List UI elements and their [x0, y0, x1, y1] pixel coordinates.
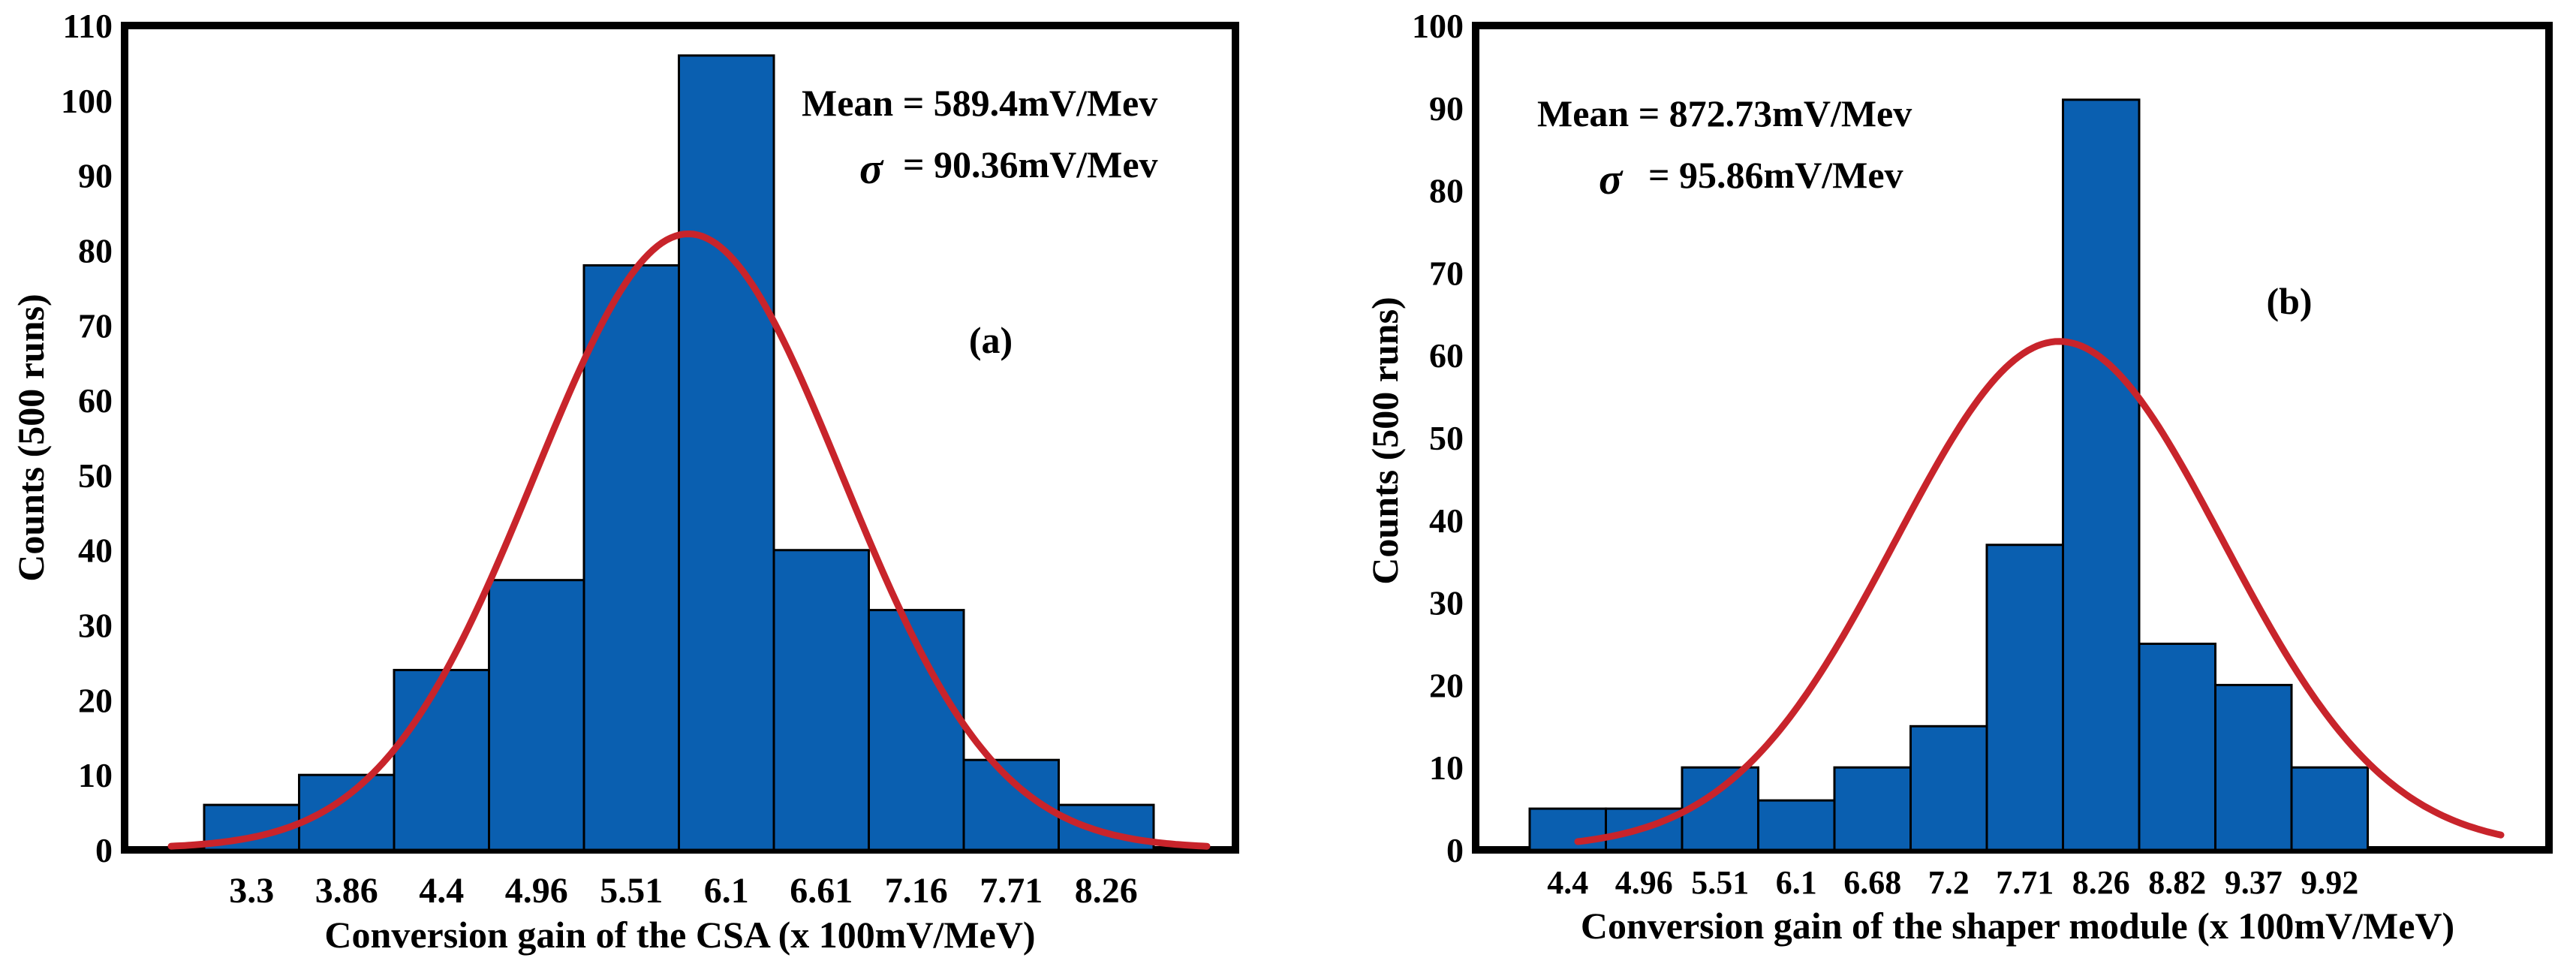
bars-group-b [1528, 98, 2369, 851]
y-tick-label: 30 [1429, 584, 1464, 622]
y-tick-label: 60 [78, 381, 113, 420]
x-tick-label: 7.71 [1996, 864, 2054, 901]
gaussian-fit-curve-a [167, 230, 1211, 850]
x-tick-label: 6.1 [1776, 864, 1817, 901]
bar-7.71 [1985, 544, 2064, 851]
y-ticks-b: 0 10 20 30 40 50 60 70 80 90 100 [1412, 7, 1464, 869]
x-tick-label: 4.4 [419, 871, 464, 911]
bar-9.37 [2214, 683, 2293, 851]
x-tick-label: 7.71 [980, 871, 1043, 911]
chart-panel-b: 0 10 20 30 40 50 60 70 80 90 100 4.4 4.96 5.51 6.1 6.6… [1364, 7, 2553, 947]
x-tick-label: 8.26 [1075, 871, 1138, 911]
y-tick-label: 60 [1429, 336, 1464, 375]
x-tick-label: 3.86 [315, 871, 378, 911]
x-tick-label: 4.96 [1615, 864, 1673, 901]
sigma-annotation-a: = 90.36mV/Mev [903, 143, 1158, 185]
y-tick-label: 70 [1429, 254, 1464, 292]
y-tick-label: 80 [1429, 172, 1464, 210]
y-tick-label: 50 [1429, 419, 1464, 457]
bar-3.86 [298, 773, 396, 851]
y-tick-label: 90 [78, 157, 113, 195]
y-axis-label-b: Counts (500 runs) [1364, 297, 1406, 584]
y-tick-label: 50 [78, 456, 113, 495]
x-tick-label: 8.26 [2072, 864, 2130, 901]
x-tick-label: 8.82 [2148, 864, 2206, 901]
sigma-symbol-a: σ [859, 144, 884, 193]
bar-6.1 [1757, 799, 1836, 851]
y-tick-label: 40 [1429, 502, 1464, 540]
bar-6.1 [678, 54, 775, 851]
mean-annotation-b: Mean = 872.73mV/Mev [1537, 92, 1912, 134]
bars-group-a [203, 54, 1155, 851]
x-tick-label: 7.2 [1928, 864, 1970, 901]
x-tick-label: 4.96 [505, 871, 568, 911]
x-tick-label: 7.16 [885, 871, 948, 911]
y-ticks-a: 0 10 20 30 40 50 60 70 80 90 100 110 [61, 7, 113, 869]
x-axis-label-a: Conversion gain of the CSA (x 100mV/MeV) [324, 914, 1035, 956]
y-tick-label: 0 [1446, 831, 1464, 869]
sigma-annotation-b: = 95.86mV/Mev [1648, 154, 1903, 196]
gaussian-fit-curve-b [1574, 338, 2505, 845]
y-tick-label: 0 [95, 831, 113, 869]
x-tick-label: 6.68 [1843, 864, 1901, 901]
panel-label-b: (b) [2266, 280, 2312, 322]
bar-4.96 [488, 579, 585, 851]
y-tick-label: 90 [1429, 89, 1464, 128]
x-tick-label: 9.37 [2225, 864, 2283, 901]
mean-annotation-a: Mean = 589.4mV/Mev [802, 82, 1157, 124]
y-tick-label: 70 [78, 306, 113, 345]
y-tick-label: 40 [78, 532, 113, 570]
y-tick-label: 10 [1429, 749, 1464, 787]
panel-label-a: (a) [969, 319, 1013, 361]
bar-6.61 [772, 549, 870, 851]
bar-5.51 [582, 264, 680, 851]
x-ticks-b: 4.4 4.96 5.51 6.1 6.68 7.2 7.71 8.26 8.82 9.37 9.9… [1547, 864, 2358, 901]
bar-4.4 [1528, 807, 1607, 851]
y-tick-label: 20 [78, 681, 113, 719]
sigma-symbol-b: σ [1599, 155, 1624, 203]
bar-4.4 [393, 668, 490, 851]
x-tick-label: 4.4 [1547, 864, 1588, 901]
y-axis-label-a: Counts (500 runs) [10, 294, 52, 581]
x-tick-label: 6.61 [790, 871, 853, 911]
bar-6.68 [1833, 766, 1912, 851]
y-tick-label: 10 [78, 756, 113, 794]
y-tick-label: 30 [78, 607, 113, 645]
y-tick-label: 110 [63, 7, 113, 45]
bar-8.26 [2062, 98, 2141, 851]
chart-panel-a: 0 10 20 30 40 50 60 70 80 90 100 110 3.3 3.86 4.4 4.96… [10, 7, 1239, 956]
x-tick-label: 9.92 [2301, 864, 2358, 901]
x-ticks-a: 3.3 3.86 4.4 4.96 5.51 6.1 6.61 7.16 7.71 8.26 [229, 871, 1138, 911]
y-tick-label: 100 [61, 82, 113, 120]
x-tick-label: 5.51 [600, 871, 663, 911]
bar-7.2 [1909, 724, 1988, 851]
bar-9.92 [2290, 766, 2369, 851]
y-tick-label: 80 [78, 231, 113, 270]
x-axis-label-b: Conversion gain of the shaper module (x … [1581, 905, 2454, 947]
bar-8.82 [2138, 643, 2216, 851]
x-tick-label: 6.1 [704, 871, 749, 911]
y-tick-label: 100 [1412, 7, 1464, 45]
x-tick-label: 3.3 [229, 871, 274, 911]
x-tick-label: 5.51 [1691, 864, 1749, 901]
y-tick-label: 20 [1429, 666, 1464, 704]
